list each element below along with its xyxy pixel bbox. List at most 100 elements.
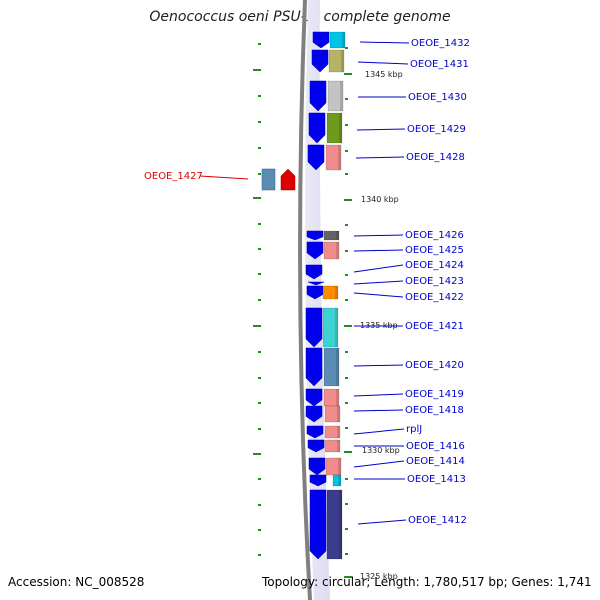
gene-arrow [306, 241, 324, 260]
cog-box-shade [336, 231, 339, 240]
gene-label[interactable]: OEOE_1418 [405, 405, 464, 416]
gene-label[interactable]: OEOE_1421 [405, 321, 464, 332]
cog-box-shade [339, 113, 342, 143]
gene-label[interactable]: OEOE_1425 [405, 245, 464, 256]
scale-tick [258, 351, 261, 353]
scale-tick [345, 377, 348, 379]
gene-arrow [312, 31, 330, 49]
label-leader [357, 519, 407, 525]
scale-tick [345, 124, 348, 126]
gene-feature [307, 144, 342, 171]
gene-label[interactable]: OEOE_1414 [406, 456, 465, 467]
gene-feature [312, 31, 346, 49]
scale-label: 1340 kbp [361, 195, 399, 204]
scale-tick [345, 47, 348, 49]
gene-arrow [307, 439, 325, 453]
scale-tick [258, 173, 261, 175]
cog-box-shade [335, 286, 338, 299]
gene-label[interactable]: OEOE_1426 [405, 230, 464, 241]
scale-tick [253, 325, 261, 327]
scale-tick [345, 224, 348, 226]
gene-feature [307, 281, 325, 286]
gene-label[interactable]: OEOE_1428 [406, 152, 465, 163]
gene-label[interactable]: OEOE_1431 [410, 59, 469, 70]
label-leader [353, 409, 404, 412]
gene-label[interactable]: OEOE_1422 [405, 292, 464, 303]
scale-tick [258, 529, 261, 531]
scale-tick [345, 427, 348, 429]
gene-label[interactable]: OEOE_1432 [411, 38, 470, 49]
scale-tick [344, 576, 352, 578]
cog-box [322, 285, 339, 300]
cog-box [323, 241, 340, 260]
scale-tick [345, 173, 348, 175]
scale-tick [345, 299, 348, 301]
gene-arrow [309, 489, 327, 560]
scale-tick [344, 325, 352, 327]
backbone-line [298, 0, 312, 600]
gene-label[interactable]: OEOE_1412 [408, 515, 467, 526]
gene-arrow [306, 425, 324, 439]
scale-tick [258, 428, 261, 430]
gene-arrow [309, 474, 327, 487]
scale-tick [258, 377, 261, 379]
label-leader [353, 292, 404, 298]
gene-feature [305, 264, 323, 280]
scale-tick [258, 43, 261, 45]
gene-arrow [308, 112, 326, 144]
gene-feature [305, 307, 339, 348]
scale-tick [253, 197, 261, 199]
topology-text: Topology: circular; Length: 1,780,517 bp… [262, 575, 592, 589]
cog-box-shade [338, 475, 341, 486]
gene-feature [306, 285, 339, 300]
cog-box [326, 489, 343, 560]
gene-label[interactable]: rplJ [406, 424, 422, 435]
gene-feature [309, 474, 342, 487]
gene-feature [305, 347, 340, 387]
gene-arrow [305, 347, 323, 387]
scale-tick [345, 478, 348, 480]
scale-tick [253, 453, 261, 455]
gene-arrow [305, 388, 323, 407]
gene-label[interactable]: OEOE_1413 [407, 474, 466, 485]
cog-box [323, 230, 340, 241]
gene-label[interactable]: OEOE_1419 [405, 389, 464, 400]
cog-box-shade [342, 32, 345, 48]
scale-tick [258, 147, 261, 149]
gene-arrow [309, 80, 327, 112]
scale-tick [345, 553, 348, 555]
accession-text: Accession: NC_008528 [8, 575, 145, 589]
scale-tick [258, 478, 261, 480]
label-leader [353, 393, 404, 397]
gene-arrow [306, 285, 324, 300]
cog-box [324, 405, 341, 423]
gene-feature [309, 80, 344, 112]
cog-box [324, 439, 341, 453]
gene-label[interactable]: OEOE_1416 [406, 441, 465, 452]
scale-label: 1330 kbp [362, 446, 400, 455]
scale-tick [345, 402, 348, 404]
scale-tick [344, 73, 352, 75]
scale-tick [345, 528, 348, 530]
gene-arrow [308, 457, 326, 476]
scale-label: 1345 kbp [365, 70, 403, 79]
scale-tick [258, 273, 261, 275]
cog-box-shade [337, 440, 340, 452]
scale-tick [258, 121, 261, 123]
scale-tick [253, 69, 261, 71]
cog-box [326, 112, 343, 144]
cog-box-shade [337, 406, 340, 422]
gene-label[interactable]: OEOE_1430 [408, 92, 467, 103]
gene-label[interactable]: OEOE_1429 [407, 124, 466, 135]
cog-box-shade [336, 242, 339, 259]
scale-tick [345, 150, 348, 152]
gene-label[interactable]: OEOE_1423 [405, 276, 464, 287]
cog-box [261, 168, 276, 191]
gene-label[interactable]: OEOE_1427 [144, 171, 203, 182]
gene-label[interactable]: OEOE_1424 [405, 260, 464, 271]
cog-box-shade [336, 389, 339, 406]
scale-tick [258, 402, 261, 404]
scale-tick [258, 299, 261, 301]
gene-label[interactable]: OEOE_1420 [405, 360, 464, 371]
